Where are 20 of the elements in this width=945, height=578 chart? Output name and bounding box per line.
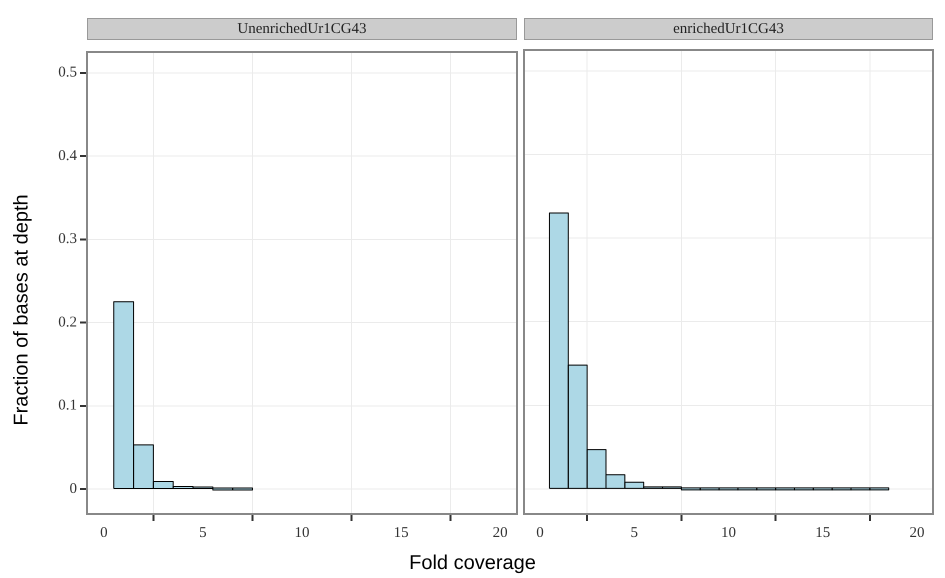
x-tick-label: 5 (199, 524, 207, 541)
y-tick-label: 0.4 (58, 148, 78, 164)
x-axis-title: Fold coverage (408, 552, 537, 575)
x-tick-label: 10 (721, 524, 736, 541)
x-tick-label: 15 (394, 524, 409, 541)
y-axis-title: Fraction of bases at depth (10, 194, 34, 426)
y-tick-label: 0.2 (58, 314, 77, 330)
chart-title: UnenrichedUr1CG43 (87, 18, 517, 40)
x-tick-label: 5 (630, 524, 638, 541)
y-tick-label: 0.5 (58, 64, 77, 81)
y-tick-label: 0.1 (58, 398, 77, 414)
x-tick-label: 10 (294, 524, 310, 541)
x-tick-label: 20 (492, 524, 508, 541)
chart-title: enrichedUr1CG43 (524, 18, 933, 40)
x-tick-label: 20 (909, 524, 924, 541)
x-tick-label: 0 (536, 524, 544, 541)
y-tick-label: 0.3 (58, 231, 77, 248)
x-tick-label: 0 (100, 524, 108, 541)
y-tick-label: 0 (70, 480, 77, 497)
x-tick-label: 15 (815, 524, 830, 541)
